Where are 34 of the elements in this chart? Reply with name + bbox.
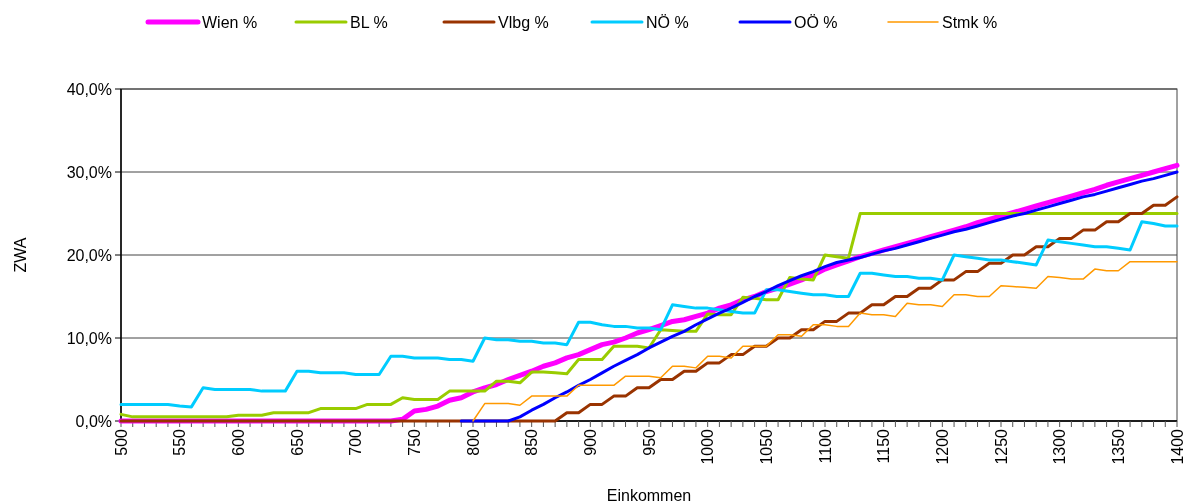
legend-label: Stmk % (942, 13, 998, 31)
x-axis-title: Einkommen (606, 487, 692, 504)
x-tick-label: 1100 (816, 428, 834, 464)
legend-label: OÖ % (794, 13, 838, 31)
x-tick-label: 1200 (933, 428, 951, 465)
legend-label: Vlbg % (498, 13, 549, 31)
legend-label: Wien % (202, 13, 258, 31)
y-tick-label: 30,0% (66, 163, 112, 181)
x-tick-label: 1300 (1051, 428, 1069, 465)
legend-label: BL % (350, 13, 388, 31)
x-tick-label: 600 (229, 428, 247, 456)
y-axis-title: ZWA (12, 237, 29, 273)
x-tick-label: 850 (523, 428, 541, 456)
x-tick-label: 750 (405, 428, 423, 456)
x-tick-label: 1050 (757, 428, 775, 465)
legend-label: NÖ % (646, 13, 689, 31)
x-tick-label: 1250 (992, 428, 1010, 465)
y-tick-label: 40,0% (66, 80, 112, 98)
x-tick-label: 1350 (1109, 428, 1127, 465)
y-tick-label: 0,0% (75, 412, 112, 430)
y-tick-label: 10,0% (66, 329, 112, 347)
line-series (459, 170, 1179, 423)
x-tick-label: 550 (171, 428, 189, 456)
x-tick-label: 500 (112, 428, 130, 456)
y-tick-label: 20,0% (66, 246, 112, 264)
x-tick-label: 800 (464, 428, 482, 456)
x-tick-label: 900 (581, 428, 599, 456)
x-tick-label: 1150 (875, 428, 893, 464)
x-tick-label: 1400 (1168, 428, 1186, 465)
x-tick-label: 700 (347, 428, 365, 456)
x-tick-label: 950 (640, 428, 658, 456)
line-series (472, 260, 1178, 422)
x-tick-label: 650 (288, 428, 306, 456)
x-tick-label: 1000 (699, 428, 717, 465)
